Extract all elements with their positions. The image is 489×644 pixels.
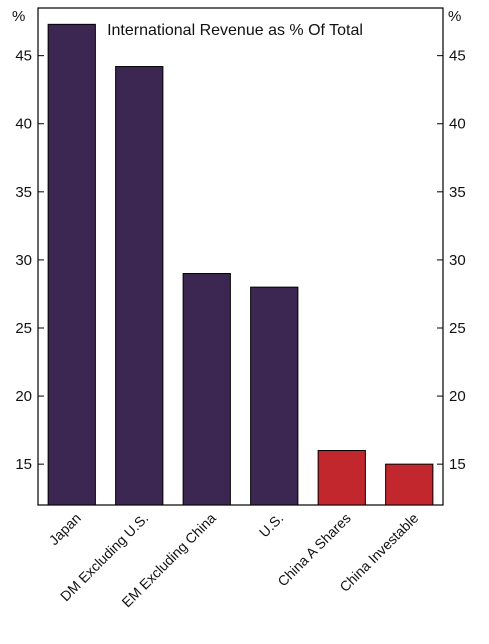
bar-china-a-shares bbox=[317, 450, 366, 506]
y-axis-left: 15 20 25 30 35 40 45 bbox=[15, 48, 44, 473]
y-tick-label-left: 15 bbox=[15, 456, 32, 473]
category-label: Japan bbox=[46, 510, 84, 548]
y-tick-label-right: 35 bbox=[449, 184, 466, 201]
bar-u-s bbox=[250, 286, 299, 506]
y-axis-unit-left: % bbox=[12, 8, 25, 25]
y-axis-right: 15 20 25 30 35 40 45 bbox=[437, 48, 466, 473]
y-tick-label-right: 25 bbox=[449, 320, 466, 337]
bar-em-excluding-china bbox=[182, 273, 231, 506]
bar-china-investable bbox=[385, 463, 434, 506]
y-tick-label-left: 25 bbox=[15, 320, 32, 337]
y-tick-label-right: 20 bbox=[449, 388, 466, 405]
y-tick-label-right: 30 bbox=[449, 252, 466, 269]
y-tick-label-left: 45 bbox=[15, 48, 32, 65]
y-tick-label-right: 45 bbox=[449, 48, 466, 65]
y-tick-label-left: 40 bbox=[15, 116, 32, 133]
plot-frame bbox=[37, 7, 444, 506]
y-tick-label-left: 35 bbox=[15, 184, 32, 201]
chart-title: International Revenue as % Of Total bbox=[107, 22, 363, 39]
bar-dm-excluding-u-s bbox=[115, 66, 164, 506]
y-tick-label-right: 15 bbox=[449, 456, 466, 473]
bar-series bbox=[47, 23, 434, 506]
category-label: U.S. bbox=[256, 510, 287, 541]
y-tick-label-right: 40 bbox=[449, 116, 466, 133]
bar-japan bbox=[47, 23, 96, 506]
y-tick-label-left: 20 bbox=[15, 388, 32, 405]
y-axis-unit-right: % bbox=[448, 8, 461, 25]
y-tick-label-left: 30 bbox=[15, 252, 32, 269]
